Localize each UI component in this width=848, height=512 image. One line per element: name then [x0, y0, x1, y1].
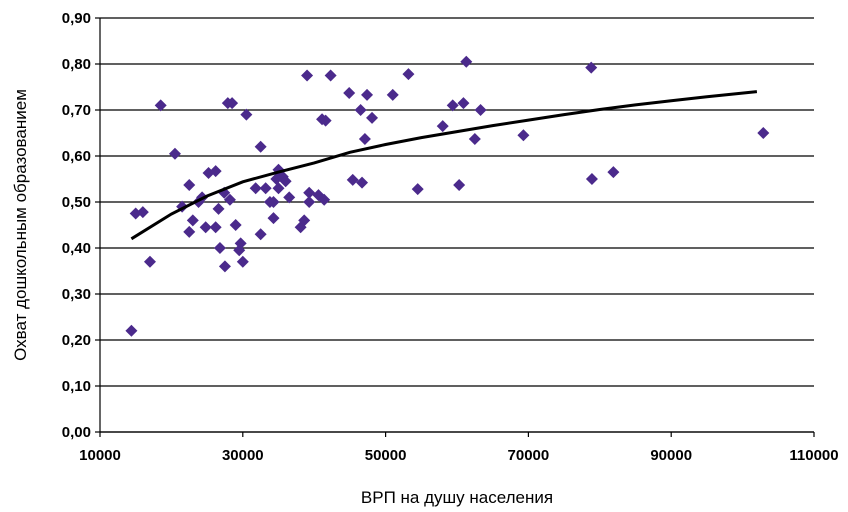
y-tick-label: 0,20 [62, 332, 91, 349]
y-tick-label: 0,40 [62, 240, 91, 257]
y-tick-labels: 0,00 0,10 0,20 0,30 0,40 0,50 0,60 0,70 0,80 0,90 [62, 10, 91, 441]
data-point [319, 114, 332, 127]
data-point [267, 196, 280, 208]
data-point [212, 202, 225, 215]
data-point [213, 242, 226, 254]
data-point [457, 97, 470, 110]
data-point [607, 166, 620, 179]
x-tick-label: 50000 [365, 447, 407, 464]
data-point [240, 108, 253, 121]
y-tick-label: 0,90 [62, 10, 91, 27]
data-point [446, 99, 459, 112]
y-tick-label: 0,50 [62, 194, 91, 211]
data-point [283, 191, 296, 204]
data-point [303, 186, 316, 199]
data-point [303, 196, 316, 208]
data-point [209, 221, 222, 234]
y-tick-label: 0,70 [62, 102, 91, 119]
data-point [183, 178, 196, 191]
data-point [453, 178, 466, 191]
data-point [186, 214, 199, 227]
data-point [324, 69, 337, 82]
data-point [517, 129, 530, 142]
x-tick-label: 110000 [789, 447, 838, 464]
y-tick-label: 0,60 [62, 148, 91, 165]
data-point [301, 69, 314, 82]
data-point [354, 104, 367, 116]
data-point [199, 221, 212, 234]
data-point [259, 182, 272, 195]
data-point [343, 86, 356, 99]
data-point [209, 165, 222, 178]
data-point [223, 193, 236, 206]
data-point [272, 182, 285, 195]
x-tick-labels: 10000 30000 50000 70000 90000 110000 [79, 447, 838, 464]
data-point [460, 55, 473, 68]
data-point [468, 132, 481, 145]
data-point [254, 228, 267, 241]
data-point [318, 193, 331, 206]
data-point [386, 88, 399, 101]
data-point [279, 175, 292, 188]
data-point [254, 140, 267, 153]
data-point [226, 97, 239, 110]
data-point [346, 173, 359, 186]
data-point [585, 173, 598, 185]
data-point [436, 120, 449, 133]
y-tick-label: 0,30 [62, 286, 91, 303]
x-tick-label: 90000 [650, 447, 692, 464]
axes [95, 17, 815, 437]
data-point [402, 68, 415, 81]
data-point [757, 127, 770, 139]
gridlines [100, 17, 814, 433]
data-point [361, 88, 374, 101]
data-point [585, 61, 598, 74]
data-point [249, 182, 262, 195]
data-point [236, 255, 249, 268]
y-tick-label: 0,80 [62, 56, 91, 73]
y-tick-label: 0,00 [62, 424, 91, 441]
data-point [143, 255, 156, 268]
data-point [474, 104, 487, 116]
data-point [411, 183, 424, 196]
data-point [234, 237, 247, 250]
data-point [366, 111, 379, 124]
y-axis-title: Охват дошкольным образованием [11, 89, 30, 361]
x-tick-label: 30000 [222, 447, 264, 464]
data-point [229, 219, 242, 231]
x-tick-label: 70000 [508, 447, 550, 464]
x-axis-title: ВРП на душу населения [361, 488, 553, 507]
data-point [136, 206, 149, 219]
data-point [267, 212, 280, 225]
data-point [218, 260, 231, 273]
data-point [183, 225, 196, 238]
data-point [125, 324, 138, 337]
x-tick-label: 10000 [79, 447, 121, 464]
data-point [168, 147, 181, 160]
data-point [154, 99, 167, 112]
data-point [298, 214, 311, 227]
data-points [125, 55, 770, 337]
y-tick-label: 0,10 [62, 378, 91, 395]
trend-line [130, 90, 758, 241]
data-point [356, 176, 369, 189]
data-point [358, 132, 371, 145]
